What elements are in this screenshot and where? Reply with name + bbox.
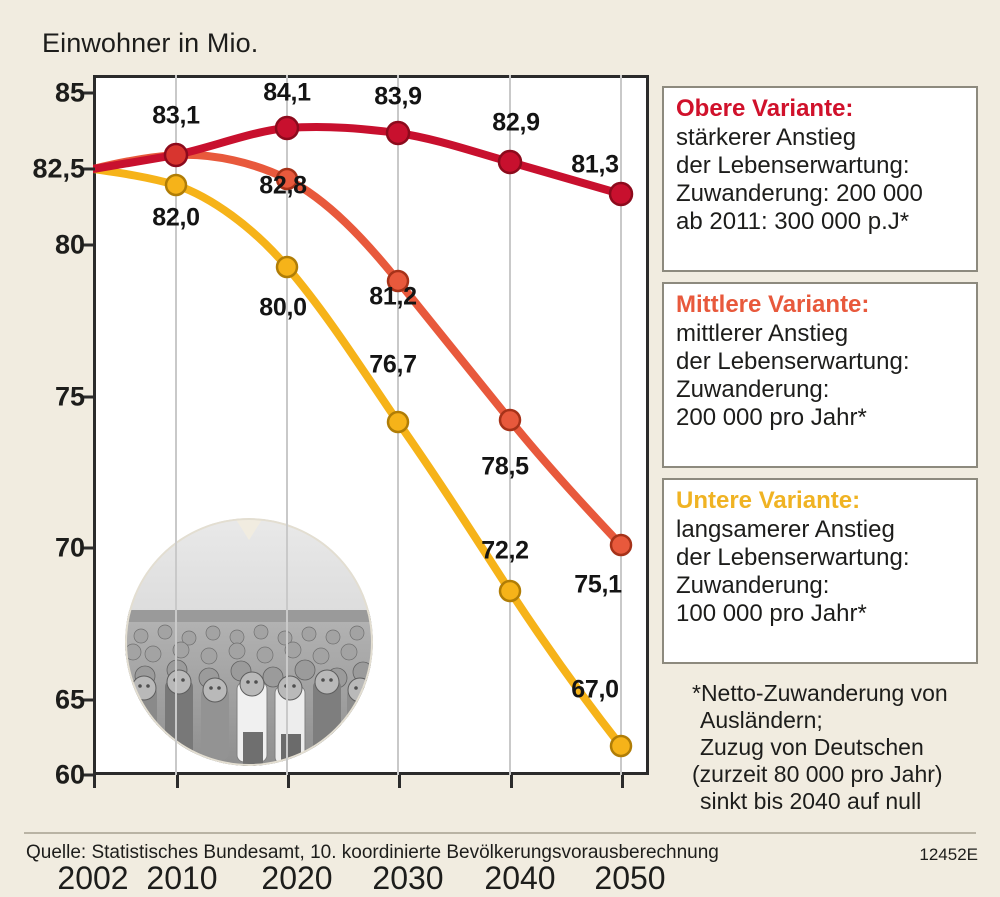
- x-axis-label-2002: 2002: [57, 860, 129, 896]
- data-label-obere-2020: 84,1: [263, 78, 311, 107]
- data-label-untere-2050: 67,0: [571, 675, 619, 704]
- source-text: Quelle: Statistisches Bundesamt, 10. koo…: [26, 842, 719, 863]
- x-tick-mark: [621, 775, 624, 788]
- footnote-line: *Netto-Zuwanderung von: [692, 680, 948, 706]
- data-label-obere-2010: 83,1: [152, 101, 200, 130]
- legend-line: 200 000 pro Jahr*: [676, 404, 867, 432]
- data-label-mittlere-2040b: 78,5: [481, 452, 529, 481]
- x-axis-label-2020: 2020: [261, 860, 333, 896]
- data-label-untere-2040b: 72,2: [481, 536, 529, 565]
- y-tick-mark: [83, 243, 95, 247]
- x-axis-label-2050: 2050: [594, 860, 666, 896]
- legend-line: Zuwanderung:: [676, 572, 830, 600]
- data-label-obere-2030: 83,9: [374, 82, 422, 111]
- legend-line: der Lebenserwartung:: [676, 544, 910, 572]
- x-tick-mark: [176, 775, 179, 788]
- divider: [24, 832, 976, 834]
- data-label-mittlere-2020: 82,8: [259, 171, 307, 200]
- data-label-mittlere-2050: 75,1: [574, 570, 622, 599]
- footnote-line: sinkt bis 2040 auf null: [700, 787, 922, 814]
- data-label-obere-2050: 81,3: [571, 150, 619, 179]
- x-tick-mark: [510, 775, 513, 788]
- y-tick-mark: [83, 91, 95, 95]
- legend-line: 100 000 pro Jahr*: [676, 600, 867, 628]
- legend-box-untere[interactable]: Untere Variante: langsamerer Anstieg der…: [662, 478, 978, 664]
- y-tick-mark: [83, 698, 95, 702]
- x-tick-mark: [398, 775, 401, 788]
- legend-line: Zuwanderung:: [676, 376, 830, 404]
- y-tick-mark: [83, 773, 95, 777]
- y-tick-mark: [83, 395, 95, 399]
- page-title: Einwohner in Mio.: [42, 28, 259, 58]
- y-tick-label-60: 60: [54, 759, 85, 790]
- chart-svg: [93, 75, 634, 775]
- legend-line: stärkerer Anstieg: [676, 124, 857, 152]
- x-axis-label-2040: 2040: [484, 860, 556, 896]
- x-axis-label-2010: 2010: [146, 860, 218, 896]
- legend-box-obere[interactable]: Obere Variante: stärkerer Anstieg der Le…: [662, 86, 978, 272]
- y-tick-label-82-5: 82,5: [32, 153, 85, 184]
- legend-title-untere: Untere Variante:: [676, 487, 861, 514]
- x-tick-mark: [287, 775, 290, 788]
- y-tick-label-80: 80: [54, 229, 85, 260]
- data-label-obere-2040: 82,9: [492, 108, 540, 137]
- x-axis-label-2030: 2030: [372, 860, 444, 896]
- footnote-line: Zuzug von Deutschen: [700, 733, 924, 760]
- y-tick-label-75: 75: [54, 381, 85, 412]
- legend-line: mittlerer Anstieg: [676, 320, 849, 348]
- legend-title-mittlere: Mittlere Variante:: [676, 291, 870, 318]
- footnote-block: *Netto-Zuwanderung von Ausländern; Zuzug…: [692, 680, 1000, 815]
- y-tick-label-70: 70: [54, 532, 85, 563]
- graphic-code: 12452E: [919, 845, 978, 864]
- data-label-untere-2020: 80,0: [259, 293, 307, 322]
- data-label-untere-2010: 82,0: [152, 203, 200, 232]
- legend-line: langsamerer Anstieg: [676, 516, 895, 544]
- footnote-line: (zurzeit 80 000 pro Jahr): [692, 760, 943, 787]
- y-tick-mark: [83, 546, 95, 550]
- legend-line: Zuwanderung: 200 000: [676, 180, 923, 208]
- legend-line: der Lebenserwartung:: [676, 348, 910, 376]
- legend-box-mittlere[interactable]: Mittlere Variante: mittlerer Anstieg der…: [662, 282, 978, 468]
- data-label-mittlere-2030: 81,2: [369, 282, 417, 311]
- y-tick-mark: [83, 167, 95, 171]
- series-markers-mittlere: [275, 167, 633, 557]
- legend-line: ab 2011: 300 000 p.J*: [676, 208, 910, 236]
- y-tick-label-85: 85: [54, 77, 85, 108]
- x-tick-mark: [93, 775, 96, 788]
- legend-title-obere: Obere Variante:: [676, 95, 854, 122]
- series-markers-obere: [163, 115, 634, 207]
- footnote-line: Ausländern;: [700, 706, 823, 733]
- chart-plot-area: 85 82,5 80 75 70 65 60 2002 2010 2020 20…: [32, 75, 666, 896]
- legend-line: der Lebenserwartung:: [676, 152, 910, 180]
- series-markers-untere: [164, 173, 633, 758]
- data-label-untere-2030: 76,7: [369, 350, 417, 379]
- y-tick-label-65: 65: [54, 684, 85, 715]
